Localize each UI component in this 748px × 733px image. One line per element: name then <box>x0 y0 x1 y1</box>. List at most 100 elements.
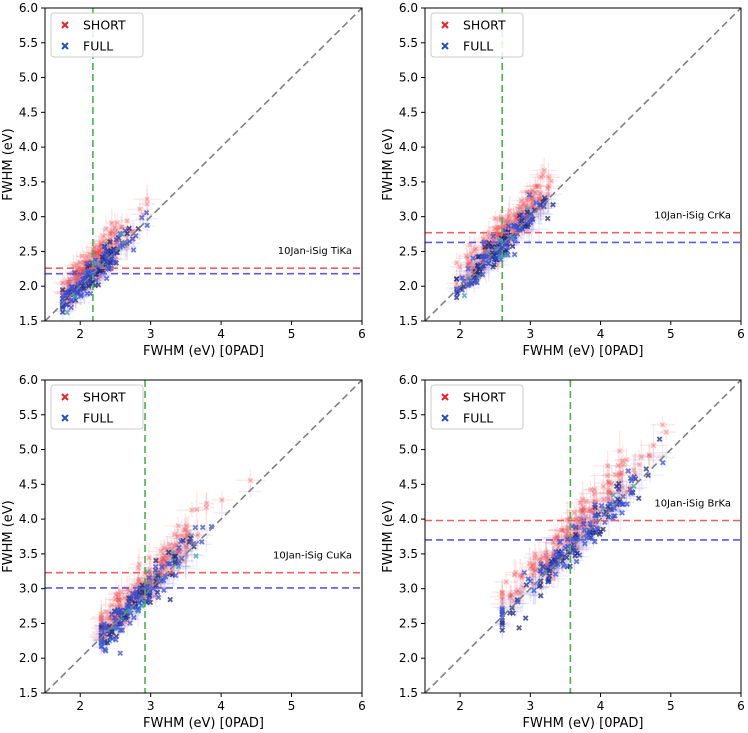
x-tick-label: 6 <box>358 699 366 713</box>
full-point <box>607 501 613 507</box>
full-point <box>526 192 533 198</box>
short-point <box>543 549 550 556</box>
short-point <box>650 442 657 449</box>
short-point <box>550 539 556 546</box>
x-tick-label: 6 <box>737 327 745 341</box>
full-point <box>79 276 86 283</box>
short-point <box>577 500 584 506</box>
points-layer <box>53 184 161 321</box>
full-point <box>63 290 70 297</box>
short-point <box>463 253 470 259</box>
short-point <box>587 506 593 513</box>
reference-lines <box>45 380 362 693</box>
short-point <box>165 555 171 562</box>
full-point <box>103 275 110 282</box>
full-point <box>489 244 496 250</box>
plot-frame <box>424 7 742 322</box>
short-point <box>167 541 173 548</box>
full-point <box>112 636 119 643</box>
full-point <box>98 639 105 646</box>
full-point <box>119 243 126 249</box>
full-point <box>135 608 141 615</box>
short-point <box>112 224 118 231</box>
short-point <box>555 544 562 550</box>
short-point <box>98 614 105 620</box>
y-tick-label: 1.5 <box>399 686 418 700</box>
short-point <box>519 573 526 579</box>
full-point <box>531 587 537 594</box>
y-axis-label: FWHM (eV) <box>1 128 16 201</box>
full-point <box>155 594 162 601</box>
legend: SHORT FULL <box>50 384 144 430</box>
short-point <box>73 274 80 280</box>
points-layer <box>446 158 562 303</box>
short-point <box>161 544 168 551</box>
full-point <box>474 254 481 260</box>
full-point <box>146 574 152 581</box>
short-point <box>456 264 463 270</box>
full-point <box>102 646 108 653</box>
short-point <box>160 556 167 563</box>
short-point <box>59 288 66 295</box>
legend: SHORT FULL <box>50 12 144 58</box>
y-tick-label: 2.0 <box>399 651 418 665</box>
x-tick-label: 3 <box>147 327 155 341</box>
full-point <box>553 549 560 555</box>
full-point <box>117 627 124 634</box>
y-tick-label: 3.0 <box>19 582 38 596</box>
y-axis-label: FWHM (eV) <box>381 500 396 573</box>
y-tick-label: 4.0 <box>19 140 38 154</box>
legend-box <box>430 12 524 58</box>
short-point <box>77 259 84 266</box>
full-point <box>68 304 75 311</box>
full-point <box>68 297 75 304</box>
x-tick-label: 3 <box>147 699 155 713</box>
short-point <box>518 574 525 581</box>
short-point <box>499 596 506 603</box>
y-tick-label: 5.0 <box>399 443 418 457</box>
y-tick-label: 4.0 <box>19 512 38 526</box>
short-point <box>144 201 150 207</box>
x-tick-label: 3 <box>527 699 535 713</box>
full-point <box>660 459 666 466</box>
full-point <box>592 501 598 508</box>
full-point <box>192 524 199 531</box>
short-point <box>532 551 538 557</box>
short-point <box>612 472 619 478</box>
full-point <box>612 513 618 519</box>
full-point <box>559 558 566 565</box>
short-point <box>108 231 115 237</box>
legend-marker-full <box>61 414 69 422</box>
full-point <box>624 501 630 507</box>
short-point <box>510 212 517 219</box>
y-tick-label: 2.0 <box>19 279 38 293</box>
short-point <box>576 515 583 522</box>
legend-marker-short <box>441 21 449 29</box>
short-point <box>124 217 130 224</box>
short-point <box>530 198 536 205</box>
short-point <box>135 565 141 571</box>
short-point <box>578 507 584 513</box>
short-point <box>503 579 509 585</box>
short-point <box>630 466 637 473</box>
short-point <box>608 497 614 504</box>
full-point <box>107 238 113 245</box>
full-point <box>573 524 579 531</box>
short-point <box>514 587 521 594</box>
short-point <box>606 489 612 496</box>
full-point <box>59 292 66 299</box>
short-point <box>638 454 645 460</box>
y-tick-label: 4.0 <box>399 140 418 154</box>
full-point <box>154 589 161 596</box>
x-axis-label: FWHM (eV) [0PAD] <box>523 344 644 359</box>
short-point <box>619 458 626 464</box>
y-tick-label: 5.0 <box>19 443 38 457</box>
short-point <box>543 555 550 562</box>
short-point <box>178 532 185 539</box>
short-point <box>580 507 586 514</box>
full-point <box>59 309 66 315</box>
short-point <box>159 556 165 563</box>
short-point <box>116 597 123 604</box>
short-point <box>591 486 598 493</box>
y-tick-label: 2.0 <box>399 279 418 293</box>
